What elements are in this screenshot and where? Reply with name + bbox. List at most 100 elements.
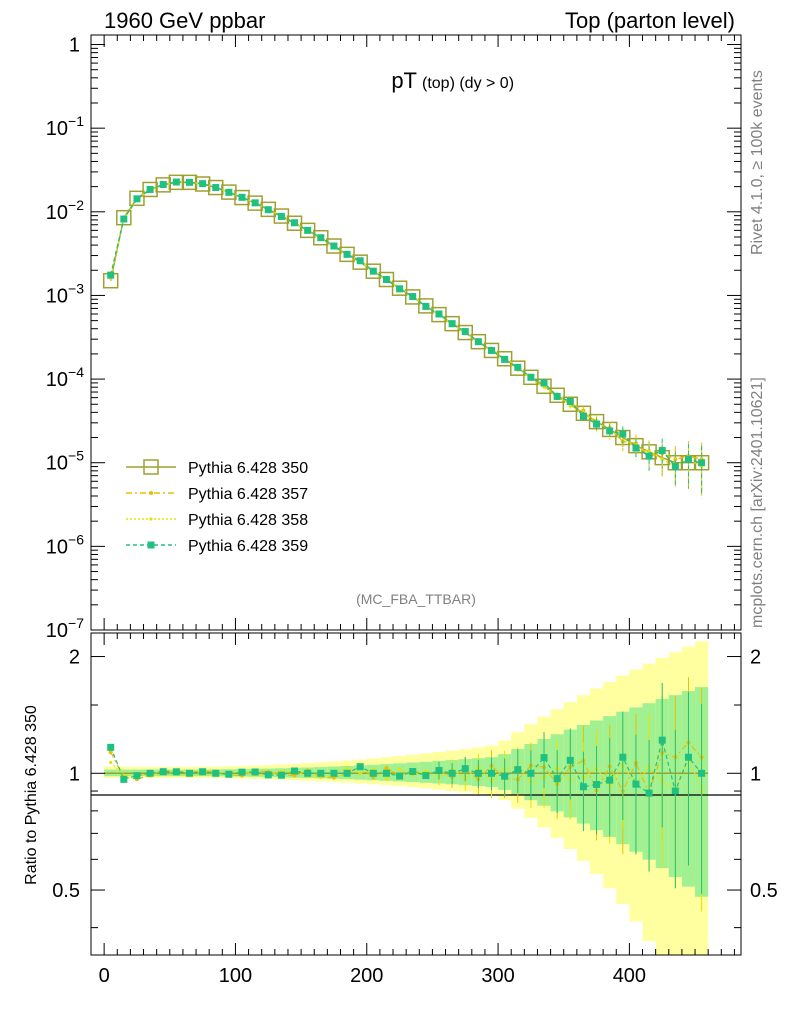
series-3-ratio-point [396,772,404,780]
series-1-ratio-line [110,741,703,795]
series-2-main-line [110,181,702,468]
main-y-tick-label: 10−6 [46,531,84,558]
series-3-point [684,455,692,463]
ratio-y-tick-label-right: 1 [750,763,761,785]
main-series [102,174,710,499]
series-3-point [593,420,601,428]
series-3-point [199,180,207,188]
series-3-ratio-point [304,769,312,777]
series-3-point [291,219,299,227]
series-0-point [194,176,211,192]
series-3-point [185,178,193,186]
series-2-ratio-point [345,766,349,770]
series-3-point [658,447,666,455]
main-y-tick-label: 1 [69,35,80,57]
series-0-point [444,315,460,332]
series-0-point [483,342,500,359]
ratio-y-tick-label-right: 0.5 [750,880,778,902]
series-3-ratio-point [501,772,509,780]
series-3-ratio-point [369,769,377,777]
rivet-label: Rivet 4.1.0, ≥ 100k events [749,70,766,255]
series-3-ratio-point [671,787,679,795]
series-3-ratio-point [684,753,692,761]
x-tick-label: 0 [99,965,110,987]
series-3-ratio-point [527,769,535,777]
legend-marker-2 [149,517,153,521]
series-3-point [343,250,351,258]
series-0-point [247,195,263,211]
series-3-ratio-point [120,775,128,783]
series-3-ratio-point [632,780,640,788]
series-3-ratio-point [658,736,666,744]
series-1-main-line [110,181,702,461]
ratio-y-axis-label: Ratio to Pythia 6.428 350 [23,705,40,885]
series-3-point [277,212,285,220]
series-3-ratio-point [619,753,627,761]
series-3-point [212,184,220,192]
series-2-point [660,457,664,461]
series-3-ratio-point [645,789,653,797]
series-3-point [553,392,561,400]
series-3-point [251,199,259,207]
series-3-point [698,459,706,467]
main-y-tick-label: 10−2 [46,197,84,224]
series-3-ratio-point [159,768,167,776]
series-3-point [671,463,679,471]
series-0-point [523,369,539,386]
series-0-point [378,271,395,288]
series-3-ratio-point [448,769,456,777]
legend-label-3: Pythia 6.428 359 [188,538,308,555]
legend-label-0: Pythia 6.428 350 [188,460,308,477]
series-3-point [645,452,653,460]
series-3-ratio-point [212,769,220,777]
series-3-point [566,397,574,405]
series-3-ratio-point [172,768,180,776]
series-0-point [116,209,132,226]
series-3-point [225,188,233,196]
main-frame [90,34,742,631]
series-3-point [474,338,482,346]
main-y-tick-label: 10−1 [46,113,84,140]
series-3-ratio-point [238,768,246,776]
series-3-point [422,302,430,310]
series-0-point [536,378,552,395]
ratio-y-tick-label-right: 2 [750,647,761,669]
series-3-point [606,427,614,435]
series-2-ratio-line [110,755,703,792]
series-3-point [107,271,115,279]
series-3-ratio-point [107,743,115,751]
series-0-point [496,351,513,367]
series-2-ratio-point [424,769,428,773]
series-3-point [448,320,456,328]
series-3-ratio-point [382,769,390,777]
series-3-ratio-point [422,772,430,780]
series-3-point [238,193,246,201]
ratio-frame [90,632,742,956]
series-3-ratio-point [356,763,364,771]
analysis-tag: (MC_FBA_TTBAR) [356,591,476,607]
ratio-y-tick-label: 1 [69,763,80,785]
series-3-ratio-point [343,769,351,777]
ratio-series [104,677,709,912]
series-0-point [181,174,198,191]
main-y-tick-label: 10−5 [46,448,84,475]
series-0-point [404,289,421,305]
series-3-ratio-point [553,775,561,783]
series-3-ratio-point [251,768,259,776]
series-1-ratio-point [292,773,297,778]
series-3-point [159,181,167,189]
series-0-point [457,324,473,341]
series-0-point [352,254,368,270]
series-0-point [221,184,237,200]
series-3-ratio-line [110,740,703,795]
legend: Pythia 6.428 350 Pythia 6.428 357 Pythia 6… [126,459,308,555]
series-0-point [142,181,158,198]
ratio-panel: 0 100 200 300 400 0.5 0.5 1 1 2 2 [52,632,778,987]
series-3-ratio-point [146,769,154,777]
series-0-point [129,190,145,207]
series-3-point [369,267,377,275]
series-3-ratio-point [514,766,522,774]
series-3-ratio-point [606,776,614,784]
series-0-point [313,229,329,246]
series-3-ratio-point [474,769,482,777]
